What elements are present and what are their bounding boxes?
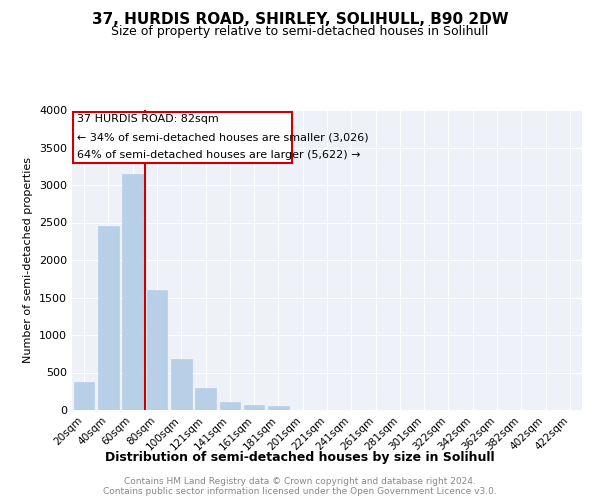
Y-axis label: Number of semi-detached properties: Number of semi-detached properties: [23, 157, 34, 363]
Bar: [74, 382, 94, 410]
Text: ← 34% of semi-detached houses are smaller (3,026): ← 34% of semi-detached houses are smalle…: [77, 132, 368, 142]
Text: 37 HURDIS ROAD: 82sqm: 37 HURDIS ROAD: 82sqm: [77, 114, 218, 124]
Bar: [146, 290, 167, 410]
Text: 64% of semi-detached houses are larger (5,622) →: 64% of semi-detached houses are larger (…: [77, 150, 361, 160]
FancyBboxPatch shape: [73, 112, 292, 162]
Text: Size of property relative to semi-detached houses in Solihull: Size of property relative to semi-detach…: [112, 25, 488, 38]
Text: Contains public sector information licensed under the Open Government Licence v3: Contains public sector information licen…: [103, 486, 497, 496]
Bar: [98, 226, 119, 410]
Text: 37, HURDIS ROAD, SHIRLEY, SOLIHULL, B90 2DW: 37, HURDIS ROAD, SHIRLEY, SOLIHULL, B90 …: [92, 12, 508, 28]
Bar: [122, 174, 143, 410]
Bar: [244, 405, 265, 410]
Text: Contains HM Land Registry data © Crown copyright and database right 2024.: Contains HM Land Registry data © Crown c…: [124, 476, 476, 486]
Bar: [195, 388, 216, 410]
Text: Distribution of semi-detached houses by size in Solihull: Distribution of semi-detached houses by …: [105, 451, 495, 464]
Bar: [268, 406, 289, 410]
Bar: [220, 402, 240, 410]
Bar: [171, 359, 191, 410]
